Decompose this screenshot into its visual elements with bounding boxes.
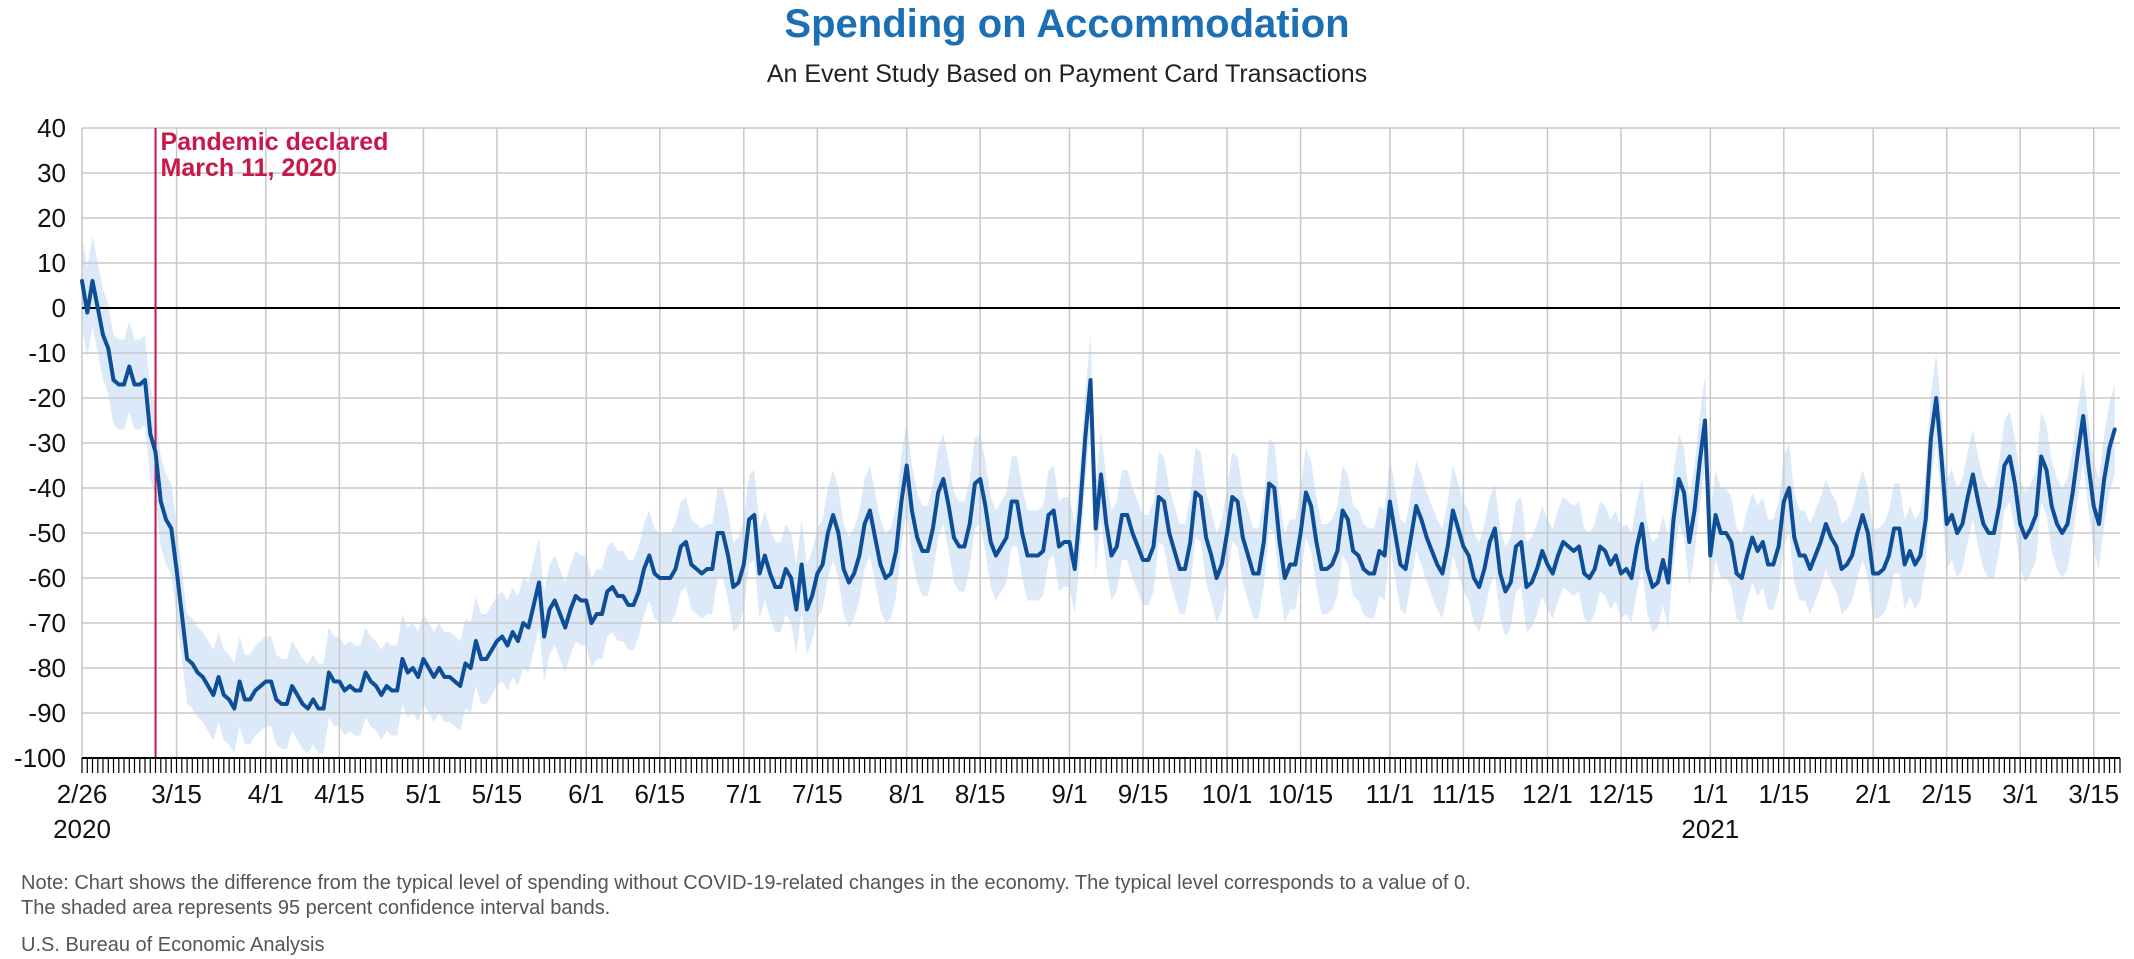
y-tick-label: -100: [14, 743, 66, 773]
event-label-line2: March 11, 2020: [161, 154, 338, 182]
y-tick-label: 40: [37, 113, 66, 143]
x-day-ticks: [81, 758, 2121, 773]
x-tick-label: 4/15: [314, 779, 365, 809]
x-tick-label: 5/15: [472, 779, 523, 809]
series-line: [80, 279, 2117, 711]
x-tick-label: 8/1: [889, 779, 925, 809]
line-chart: 40 30 20 10 0 -10 -20 -30 -40 -50 -60 -70 -80 -90 -100…: [14, 113, 2121, 844]
chart-note-line2: The shaded area represents 95 percent co…: [21, 897, 611, 919]
x-tick-label: 3/15: [2068, 779, 2119, 809]
x-tick-label: 4/1: [248, 779, 284, 809]
x-tick-label: 12/15: [1588, 779, 1653, 809]
x-tick-label: 7/15: [792, 779, 843, 809]
x-tick-year-label: 2020: [53, 814, 111, 844]
y-tick-label: -80: [28, 653, 66, 683]
y-tick-label: 0: [52, 293, 66, 323]
x-tick-label: 1/15: [1759, 779, 1810, 809]
x-tick-year-label: 2021: [1681, 814, 1739, 844]
y-tick-label: -60: [28, 563, 66, 593]
chart-note-line1: Note: Chart shows the difference from th…: [21, 872, 1471, 894]
y-tick-label: -20: [28, 383, 66, 413]
x-tick-label: 6/15: [634, 779, 685, 809]
event-label-line1: Pandemic declared: [161, 128, 389, 156]
x-tick-label: 12/1: [1522, 779, 1573, 809]
y-tick-label: -30: [28, 428, 66, 458]
x-tick-label: 5/1: [405, 779, 441, 809]
x-tick-label: 11/15: [1432, 779, 1495, 809]
x-tick-label: 6/1: [568, 779, 604, 809]
x-tick-label: 3/15: [151, 779, 202, 809]
x-tick-label: 10/1: [1202, 779, 1253, 809]
y-tick-label: -90: [28, 698, 66, 728]
x-tick-label: 3/1: [2002, 779, 2038, 809]
x-tick-label: 9/1: [1051, 779, 1087, 809]
x-tick-label: 7/1: [726, 779, 762, 809]
x-tick-label: 2/15: [1921, 779, 1972, 809]
x-tick-label: 2/1: [1855, 779, 1891, 809]
x-tick-label: 11/1: [1366, 779, 1415, 809]
y-tick-label: -40: [28, 473, 66, 503]
x-tick-label: 9/15: [1118, 779, 1169, 809]
y-tick-label: -10: [28, 338, 66, 368]
y-tick-label: 20: [37, 203, 66, 233]
x-tick-label: 10/15: [1268, 779, 1333, 809]
x-tick-label: 2/26: [57, 779, 108, 809]
chart-source: U.S. Bureau of Economic Analysis: [21, 934, 325, 956]
y-tick-label: 10: [37, 248, 66, 278]
y-tick-label: -50: [28, 518, 66, 548]
y-tick-label: -70: [28, 608, 66, 638]
chart-title: Spending on Accommodation: [784, 2, 1350, 46]
x-tick-label: 1/1: [1692, 779, 1728, 809]
chart-subtitle: An Event Study Based on Payment Card Tra…: [766, 60, 1368, 88]
x-tick-label: 8/15: [955, 779, 1006, 809]
y-tick-label: 30: [37, 158, 66, 188]
